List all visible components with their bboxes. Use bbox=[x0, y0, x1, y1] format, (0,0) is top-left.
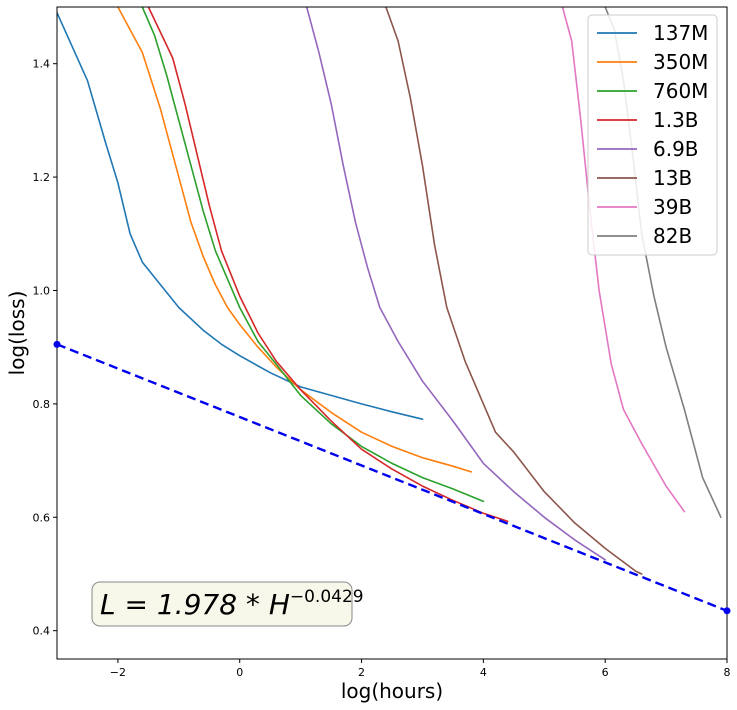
series-line-39b bbox=[561, 7, 686, 513]
series-line-1-3b bbox=[147, 7, 509, 523]
fit-equation-exponent: −0.0429 bbox=[290, 587, 364, 607]
legend: 137M 350M 760M 1.3B 6.9B 13B 39B 82B bbox=[587, 14, 718, 256]
x-axis-label: log(hours) bbox=[341, 679, 443, 703]
legend-label: 760M bbox=[653, 79, 708, 103]
y-tick-label: 1.4 bbox=[33, 58, 51, 71]
series-line-6-9b bbox=[305, 7, 607, 561]
axis-ticks: −2 0 2 4 6 8 0.4 0.6 0.8 1.0 1.2 1.4 bbox=[33, 58, 731, 679]
y-tick-label: 0.8 bbox=[33, 398, 51, 411]
fit-line-endpoint bbox=[723, 607, 731, 615]
series-line-137m bbox=[57, 11, 424, 421]
fit-equation-main: L = 1.978 * H bbox=[100, 588, 290, 621]
y-tick-label: 0.6 bbox=[33, 511, 51, 524]
legend-label: 350M bbox=[653, 50, 708, 74]
legend-box bbox=[587, 14, 718, 256]
legend-label: 13B bbox=[653, 166, 692, 190]
legend-label: 82B bbox=[653, 224, 692, 248]
y-tick-label: 0.4 bbox=[33, 625, 51, 638]
legend-label: 137M bbox=[653, 21, 708, 45]
y-axis-label: log(loss) bbox=[5, 291, 29, 376]
legend-label: 1.3B bbox=[653, 108, 699, 132]
x-tick-label: 8 bbox=[724, 666, 731, 679]
legend-label: 39B bbox=[653, 195, 692, 219]
series-line-13b bbox=[385, 7, 643, 575]
power-law-fit-line bbox=[57, 343, 727, 612]
x-tick-label: −2 bbox=[110, 666, 126, 679]
x-tick-label: 2 bbox=[358, 666, 365, 679]
plot-frame bbox=[56, 6, 728, 660]
fit-equation-box: L = 1.978 * H−0.0429 bbox=[91, 581, 364, 627]
series-line-350m bbox=[117, 7, 473, 473]
legend-label: 6.9B bbox=[653, 137, 699, 161]
fit-equation-background bbox=[91, 581, 353, 627]
x-tick-label: 4 bbox=[480, 666, 487, 679]
x-tick-label: 6 bbox=[602, 666, 609, 679]
fit-line-endpoint bbox=[53, 340, 61, 348]
y-tick-label: 1.2 bbox=[33, 171, 51, 184]
fit-equation: L = 1.978 * H−0.0429 bbox=[100, 587, 364, 621]
series-line-760m bbox=[141, 7, 485, 503]
x-tick-label: 0 bbox=[236, 666, 243, 679]
y-tick-label: 1.0 bbox=[33, 284, 51, 297]
